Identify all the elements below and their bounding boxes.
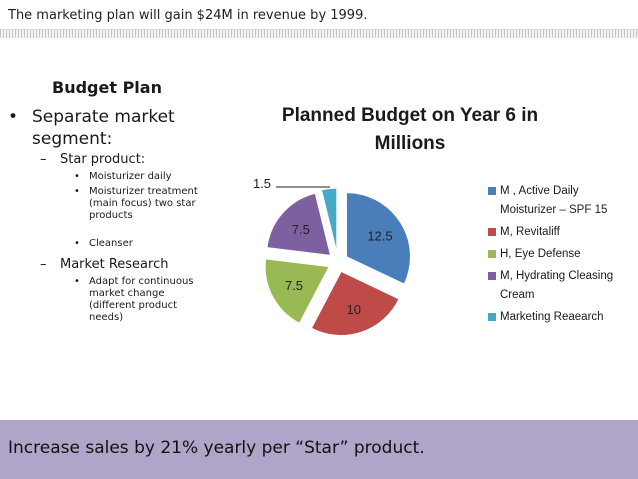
star-item-text: Moisturizer daily <box>89 171 172 182</box>
data-label: 10 <box>346 302 360 317</box>
research-item-text: Adapt for continuous market change (diff… <box>89 276 194 323</box>
legend-item: H, Eye Defense <box>488 245 633 264</box>
data-label: 7.5 <box>285 278 303 293</box>
legend-label: M, Revitaliff <box>500 226 560 238</box>
sub-bullet-market-research: – Market Research <box>40 257 168 272</box>
dash-marker: – <box>40 257 47 272</box>
legend-item: Marketing Reaearch <box>488 308 633 327</box>
chart-title: Planned Budget on Year 6 in Millions <box>281 105 539 154</box>
data-label: 7.5 <box>292 222 310 237</box>
legend-label: Marketing Reaearch <box>500 311 604 323</box>
dash-marker: – <box>40 152 47 167</box>
legend-label: H, Eye Defense <box>500 248 581 260</box>
pie-slice <box>266 192 332 256</box>
header-divider <box>0 30 638 38</box>
legend-label: M, Hydrating Cleasing Cream <box>500 270 614 301</box>
legend-item: M, Revitaliff <box>488 223 633 242</box>
budget-plan-title: Budget Plan <box>52 78 162 97</box>
pie-slice <box>264 258 330 324</box>
legend-swatch <box>488 228 496 236</box>
pie-slice <box>320 187 338 253</box>
legend-swatch <box>488 187 496 195</box>
legend-item: M, Hydrating Cleasing Cream <box>488 267 633 305</box>
pie-slice <box>345 192 411 285</box>
header-text: The marketing plan will gain $24M in rev… <box>8 8 368 23</box>
market-research-label: Market Research <box>60 257 169 272</box>
star-item-text: Moisturizer treatment (main focus) two s… <box>89 186 198 221</box>
legend-swatch <box>488 250 496 258</box>
footer-bar: Increase sales by 21% yearly per “Star” … <box>0 420 638 479</box>
chart-legend: M , Active Daily Moisturizer – SPF 15 M, … <box>488 182 633 330</box>
legend-swatch <box>488 272 496 280</box>
star-product-label: Star product: <box>60 152 146 167</box>
footer-text: Increase sales by 21% yearly per “Star” … <box>8 438 425 458</box>
pie-slice <box>310 270 400 336</box>
sub-bullet-star-product: – Star product: <box>40 152 145 167</box>
legend-item: M , Active Daily Moisturizer – SPF 15 <box>488 182 633 220</box>
header-bar: The marketing plan will gain $24M in rev… <box>0 0 638 30</box>
bullet-marker: • <box>8 107 19 127</box>
legend-swatch <box>488 313 496 321</box>
data-label: 12.5 <box>367 228 392 243</box>
data-label: 1.5 <box>253 176 271 191</box>
star-item-text: Cleanser <box>89 238 133 249</box>
bullet-text: Separate market segment: <box>32 107 175 149</box>
legend-label: M , Active Daily Moisturizer – SPF 15 <box>500 185 608 216</box>
